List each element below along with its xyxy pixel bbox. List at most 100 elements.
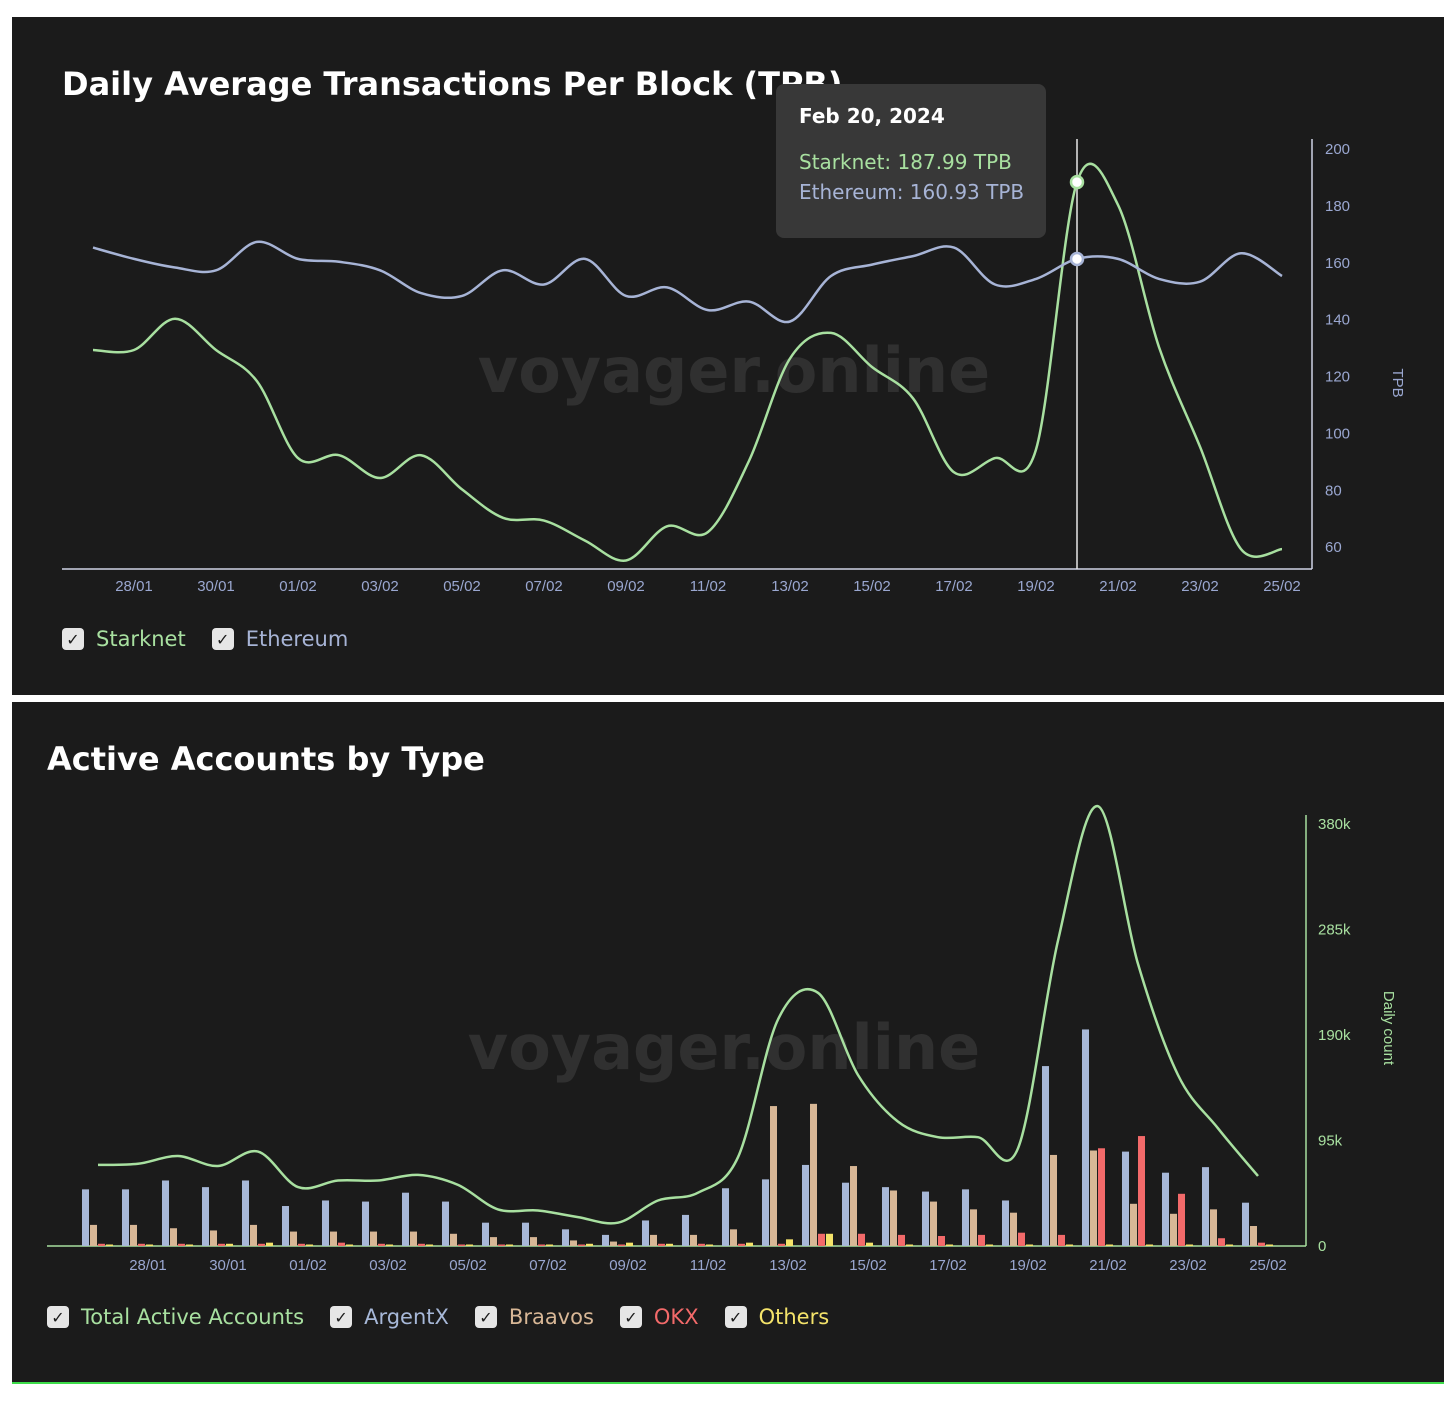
bar-okx[interactable] <box>378 1243 385 1246</box>
bar-braavos[interactable] <box>250 1224 257 1246</box>
bar-argentx[interactable] <box>922 1191 929 1246</box>
bar-okx[interactable] <box>738 1243 745 1246</box>
bar-braavos[interactable] <box>850 1166 857 1246</box>
bar-okx[interactable] <box>1218 1238 1225 1246</box>
bar-others[interactable] <box>1186 1244 1193 1247</box>
bar-argentx[interactable] <box>362 1201 369 1246</box>
bar-braavos[interactable] <box>810 1103 817 1246</box>
bar-okx[interactable] <box>338 1242 345 1246</box>
bar-argentx[interactable] <box>802 1164 809 1246</box>
bar-braavos[interactable] <box>970 1209 977 1246</box>
bar-argentx[interactable] <box>522 1222 529 1246</box>
bar-others[interactable] <box>986 1244 993 1247</box>
bar-argentx[interactable] <box>722 1188 729 1246</box>
checkbox-checked-icon[interactable]: ✓ <box>62 628 84 650</box>
bar-okx[interactable] <box>1138 1136 1145 1246</box>
bar-okx[interactable] <box>498 1244 505 1247</box>
bar-argentx[interactable] <box>162 1180 169 1246</box>
bar-okx[interactable] <box>458 1244 465 1247</box>
bar-argentx[interactable] <box>282 1206 289 1246</box>
bar-others[interactable] <box>866 1242 873 1246</box>
bar-braavos[interactable] <box>730 1229 737 1246</box>
bar-argentx[interactable] <box>642 1220 649 1246</box>
legend-toggle-starknet[interactable]: ✓ Starknet <box>62 627 186 651</box>
tpb-hover-point-ethereum[interactable] <box>1069 251 1085 267</box>
checkbox-checked-icon[interactable]: ✓ <box>619 1306 642 1328</box>
bar-others[interactable] <box>226 1243 233 1246</box>
bar-braavos[interactable] <box>490 1237 497 1246</box>
bar-argentx[interactable] <box>1002 1200 1009 1246</box>
bar-okx[interactable] <box>218 1243 225 1246</box>
bar-okx[interactable] <box>98 1243 105 1246</box>
bar-okx[interactable] <box>618 1244 625 1247</box>
bar-okx[interactable] <box>1058 1234 1065 1246</box>
bar-argentx[interactable] <box>442 1201 449 1246</box>
bar-others[interactable] <box>1066 1244 1073 1247</box>
bar-braavos[interactable] <box>1250 1226 1257 1246</box>
bar-okx[interactable] <box>1018 1232 1025 1246</box>
bar-braavos[interactable] <box>370 1231 377 1246</box>
bar-argentx[interactable] <box>1082 1029 1089 1246</box>
legend-toggle-total-active-accounts[interactable]: ✓ Total Active Accounts <box>47 1305 304 1329</box>
bar-braavos[interactable] <box>170 1228 177 1246</box>
bar-others[interactable] <box>1266 1244 1273 1247</box>
bar-others[interactable] <box>706 1244 713 1247</box>
bar-argentx[interactable] <box>242 1180 249 1246</box>
total-active-accounts-line[interactable] <box>97 804 1259 1225</box>
bar-okx[interactable] <box>138 1243 145 1246</box>
bar-braavos[interactable] <box>1010 1212 1017 1246</box>
bar-okx[interactable] <box>698 1243 705 1246</box>
bar-others[interactable] <box>546 1244 553 1247</box>
legend-toggle-braavos[interactable]: ✓ Braavos <box>474 1305 594 1329</box>
bar-argentx[interactable] <box>122 1189 129 1246</box>
bar-argentx[interactable] <box>682 1214 689 1246</box>
bar-argentx[interactable] <box>562 1229 569 1246</box>
bar-okx[interactable] <box>538 1244 545 1247</box>
bar-braavos[interactable] <box>90 1224 97 1246</box>
bar-braavos[interactable] <box>650 1234 657 1246</box>
bar-argentx[interactable] <box>882 1187 889 1246</box>
bar-okx[interactable] <box>818 1233 825 1246</box>
checkbox-checked-icon[interactable]: ✓ <box>474 1306 497 1328</box>
checkbox-checked-icon[interactable]: ✓ <box>724 1306 747 1328</box>
bar-argentx[interactable] <box>82 1189 89 1246</box>
bar-others[interactable] <box>826 1233 833 1246</box>
bar-okx[interactable] <box>1178 1193 1185 1246</box>
bar-others[interactable] <box>746 1242 753 1246</box>
bar-argentx[interactable] <box>762 1179 769 1246</box>
active-accounts-bar-chart[interactable]: voyager.online 28/01 30/01 01/02 03/02 05/02… <box>12 702 1444 1382</box>
bar-braavos[interactable] <box>1130 1203 1137 1246</box>
tpb-hover-point-starknet[interactable] <box>1069 174 1085 190</box>
tpb-line-chart[interactable]: voyager.online 28/01 30/01 01/02 03/02 05/02… <box>12 17 1444 695</box>
legend-toggle-ethereum[interactable]: ✓ Ethereum <box>211 627 348 651</box>
bar-argentx[interactable] <box>962 1189 969 1246</box>
bar-others[interactable] <box>106 1244 113 1247</box>
bar-argentx[interactable] <box>402 1192 409 1246</box>
bar-braavos[interactable] <box>890 1190 897 1246</box>
checkbox-checked-icon[interactable]: ✓ <box>47 1306 69 1328</box>
bar-braavos[interactable] <box>290 1231 297 1246</box>
bar-argentx[interactable] <box>202 1187 209 1246</box>
bar-braavos[interactable] <box>1210 1209 1217 1246</box>
bar-others[interactable] <box>1106 1244 1113 1247</box>
bar-others[interactable] <box>186 1244 193 1247</box>
bar-braavos[interactable] <box>330 1231 337 1246</box>
bar-others[interactable] <box>386 1244 393 1247</box>
checkbox-checked-icon[interactable]: ✓ <box>211 628 234 650</box>
bar-okx[interactable] <box>298 1243 305 1246</box>
bar-argentx[interactable] <box>602 1234 609 1246</box>
bar-okx[interactable] <box>1258 1242 1265 1246</box>
bar-braavos[interactable] <box>690 1234 697 1246</box>
bar-others[interactable] <box>466 1244 473 1247</box>
bar-argentx[interactable] <box>1202 1167 1209 1246</box>
bar-others[interactable] <box>146 1244 153 1247</box>
legend-toggle-okx[interactable]: ✓ OKX <box>619 1305 699 1329</box>
bar-others[interactable] <box>426 1244 433 1247</box>
bar-braavos[interactable] <box>570 1240 577 1246</box>
bar-okx[interactable] <box>178 1243 185 1246</box>
bar-okx[interactable] <box>978 1234 985 1246</box>
bar-braavos[interactable] <box>450 1233 457 1246</box>
bar-others[interactable] <box>586 1243 593 1246</box>
bar-okx[interactable] <box>658 1243 665 1246</box>
bar-others[interactable] <box>946 1244 953 1247</box>
